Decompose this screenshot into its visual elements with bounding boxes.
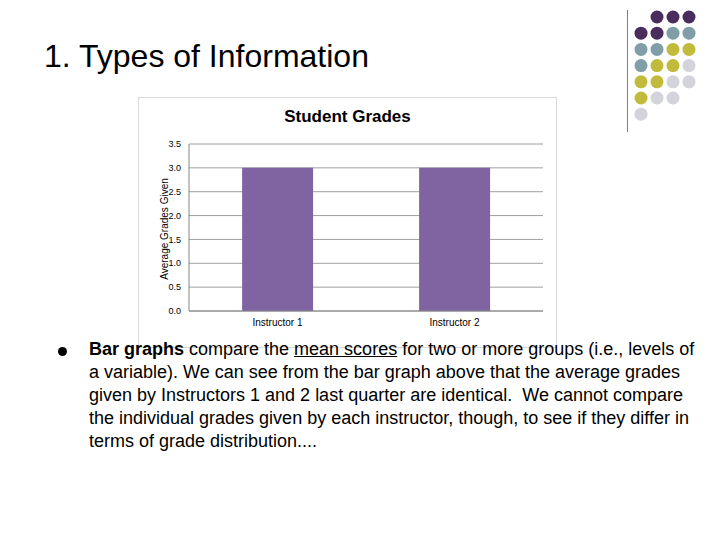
html-text:Student Grades: Student Grades [284,107,411,126]
svg-text:2.0: 2.0 [168,211,181,221]
svg-text:Instructor 1: Instructor 1 [252,317,302,328]
svg-text:1.0: 1.0 [168,258,181,268]
svg-text:0.5: 0.5 [168,282,181,292]
svg-text:Instructor 2: Instructor 2 [429,317,479,328]
svg-text:3.0: 3.0 [168,163,181,173]
html-text:Bar graphs compare the mean sc: Bar graphs compare the mean scores for t… [89,339,700,451]
svg-text:3.5: 3.5 [168,139,181,149]
html-text:1. Types of Information: 1. Types of Information [44,38,369,74]
html-text:Average Grades Given: Average Grades Given [158,178,170,280]
svg-text:0.0: 0.0 [168,306,181,316]
svg-text:1.5: 1.5 [168,235,181,245]
svg-text:2.5: 2.5 [168,187,181,197]
